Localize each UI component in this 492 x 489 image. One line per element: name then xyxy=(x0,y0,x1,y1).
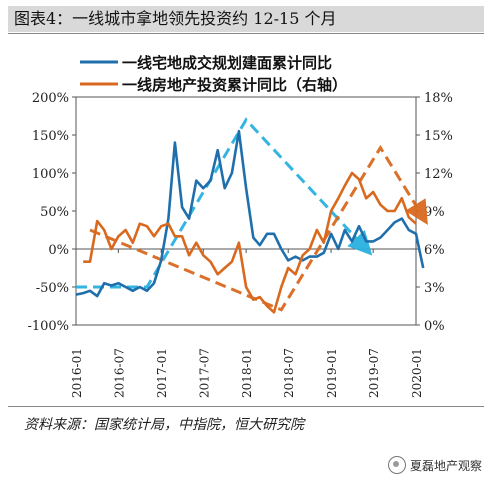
trend-line-2 xyxy=(89,144,428,312)
x-tick-label: 2018-07 xyxy=(282,348,296,398)
x-tick-label: 2016-07 xyxy=(112,348,126,398)
axes: -100% -50% 0% 50% 100% 150% 200% 0% 3% 6% 9% 12% 15%… xyxy=(27,91,452,398)
y-right-tick-label: 0% xyxy=(424,319,445,334)
series-lines xyxy=(75,129,425,314)
title-divider xyxy=(8,33,484,34)
trend-lines xyxy=(76,117,428,312)
x-tick-label: 2019-01 xyxy=(325,348,339,398)
chart-area: 一线宅地成交规划建面累计同比 一线房地产投资累计同比（右轴） -100% -50%… xyxy=(27,54,452,398)
y-right-tick-label: 15% xyxy=(424,129,453,144)
y-left-tick-label: -100% xyxy=(27,319,69,334)
chart-title: 图表4：一线城市拿地领先投资约 12-15 个月 xyxy=(8,6,484,32)
legend-label-series2: 一线房地产投资累计同比（右轴） xyxy=(122,76,347,94)
y-left-tick-label: 150% xyxy=(32,129,69,144)
legend-label-series1: 一线宅地成交规划建面累计同比 xyxy=(122,54,332,72)
x-tick-label: 2020-01 xyxy=(410,348,424,398)
y-left-tick-label: -50% xyxy=(36,281,69,296)
watermark-label: 夏磊地产观察 xyxy=(409,458,482,473)
x-tick-label: 2016-01 xyxy=(70,348,84,398)
source-divider xyxy=(8,406,484,407)
trend-line-1 xyxy=(76,117,373,289)
x-tick-label: 2019-07 xyxy=(367,348,381,398)
series-line-1 xyxy=(75,129,425,298)
y-left-tick-label: 200% xyxy=(32,91,69,106)
y-right-tick-label: 3% xyxy=(424,281,445,296)
source-note: 资料来源：国家统计局，中指院，恒大研究院 xyxy=(24,417,304,433)
y-left-tick-label: 50% xyxy=(40,205,69,220)
y-right-tick-label: 9% xyxy=(424,205,445,220)
wechat-icon xyxy=(387,456,406,474)
legend: 一线宅地成交规划建面累计同比 一线房地产投资累计同比（右轴） xyxy=(80,54,347,94)
y-right-tick-label: 12% xyxy=(424,167,453,182)
x-tick-label: 2017-07 xyxy=(197,348,211,398)
series-line-2 xyxy=(83,171,417,314)
y-left-tick-label: 0% xyxy=(48,243,69,258)
plot-frame xyxy=(75,96,417,326)
x-tick-label: 2018-01 xyxy=(240,348,254,398)
x-tick-label: 2017-01 xyxy=(155,348,169,398)
y-right-tick-label: 6% xyxy=(424,243,445,258)
y-right-tick-label: 18% xyxy=(424,91,453,106)
watermark: 夏磊地产观察 xyxy=(387,456,482,474)
y-left-tick-label: 100% xyxy=(32,167,69,182)
